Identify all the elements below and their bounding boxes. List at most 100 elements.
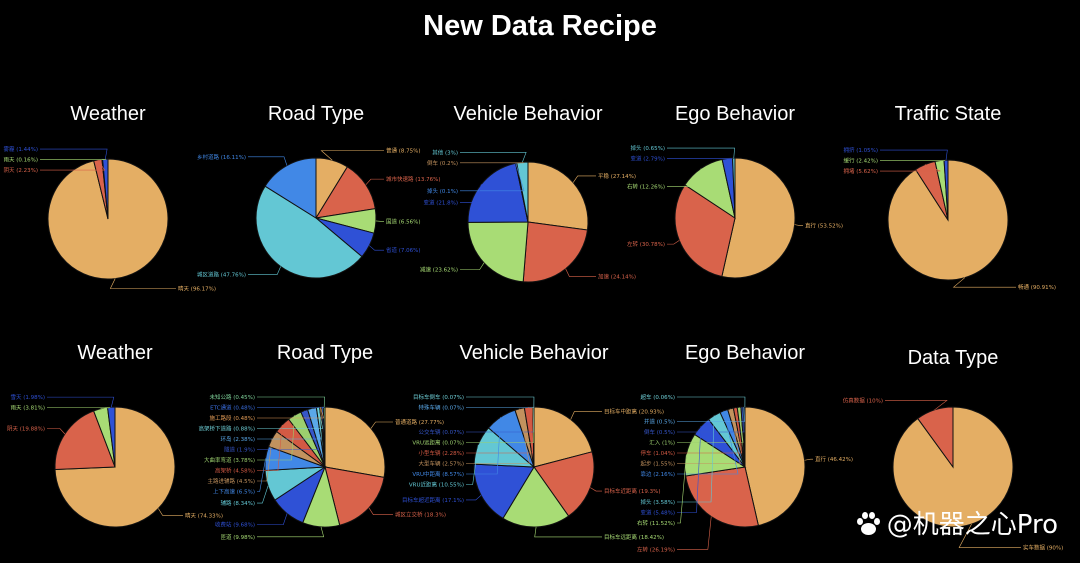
pie-chart: Road Type 普通 (8.75%) 城市快速路 (13.76%) 国道 (6.5…: [197, 103, 441, 279]
label-leader-line: [460, 184, 482, 203]
slice-label: 城市快速路 (13.76%): [386, 175, 441, 183]
label-leader-line: [880, 164, 941, 172]
slice-label: 超车 (0.06%): [640, 393, 675, 401]
slice-label: 目标车倒车 (0.07%): [413, 393, 464, 401]
label-leader-line: [590, 487, 602, 492]
label-leader-line: [47, 396, 115, 408]
slice-label: 变道 (5.48%): [640, 509, 675, 517]
slice-label: 雾霾 (1.44%): [3, 145, 38, 153]
label-leader-line: [677, 407, 743, 454]
slice-label: 普通道路 (27.77%): [395, 418, 444, 426]
slice-label: 直行 (46.42%): [815, 455, 853, 463]
label-leader-line: [257, 438, 273, 482]
chart-title: Road Type: [277, 342, 373, 364]
label-leader-line: [466, 407, 533, 454]
label-leader-line: [257, 415, 295, 461]
slice-label: 目标车超近距离 (17.1%): [402, 496, 464, 504]
slice-label: 左转 (26.19%): [637, 545, 675, 553]
slice-label: 右转 (12.26%): [627, 183, 665, 191]
label-leader-line: [466, 495, 482, 501]
slice-label: 掉头 (3.58%): [640, 498, 675, 506]
label-leader-line: [40, 148, 108, 160]
watermark: @机器之心Pro: [855, 504, 1058, 541]
label-leader-line: [368, 507, 393, 515]
slice-label: 收费站 (9.68%): [215, 521, 255, 529]
slice-label: 拥堵 (5.62%): [843, 167, 878, 175]
pie-slice: [522, 221, 589, 283]
slice-label: 匝道 (9.98%): [220, 533, 255, 541]
label-leader-line: [257, 513, 288, 526]
label-leader-line: [460, 152, 527, 163]
slice-label: 目标车近距离 (19.3%): [604, 487, 661, 495]
pie-slice: [685, 466, 759, 528]
slice-label: 目标车远距离 (18.42%): [604, 533, 664, 541]
label-leader-line: [952, 277, 1016, 288]
label-leader-line: [257, 407, 324, 419]
slice-label: 左转 (30.78%): [627, 240, 665, 248]
slice-label: 变道 (21.8%): [423, 199, 458, 207]
label-leader-line: [794, 224, 803, 227]
slice-label: 城区立交桥 (18.3%): [395, 511, 446, 519]
slice-label: 阴天 (2.23%): [3, 166, 38, 174]
label-leader-line: [677, 516, 712, 550]
slice-label: 停车 (1.04%): [640, 449, 675, 457]
chart-title: Vehicle Behavior: [460, 342, 609, 364]
label-leader-line: [248, 156, 288, 166]
slice-label: 省道 (7.06%): [386, 246, 421, 254]
label-leader-line: [47, 407, 111, 410]
paw-logo-icon: [855, 510, 881, 536]
slice-label: 倒车 (0.5%): [644, 428, 675, 436]
slice-label: 右转 (11.52%): [637, 519, 675, 527]
label-leader-line: [677, 396, 746, 408]
slice-label: 直行 (53.52%): [805, 222, 843, 230]
slice-label: 并道 (0.5%): [644, 418, 675, 426]
main-title: New Data Recipe: [423, 10, 657, 42]
slice-label: 雪天 (1.98%): [10, 394, 45, 401]
label-leader-line: [40, 159, 106, 171]
label-leader-line: [460, 163, 525, 192]
slice-label: 主路进辅路 (4.5%): [207, 477, 255, 485]
label-leader-line: [570, 411, 602, 420]
label-leader-line: [257, 458, 266, 492]
label-leader-line: [257, 396, 326, 408]
label-leader-line: [958, 523, 1021, 548]
pie-slice: [54, 410, 116, 471]
label-leader-line: [47, 428, 66, 435]
slice-label: 拥挤 (1.05%): [843, 146, 878, 154]
label-leader-line: [365, 178, 384, 185]
slice-label: 其他 (3%): [432, 148, 458, 156]
label-leader-line: [677, 406, 745, 422]
label-leader-line: [667, 240, 680, 245]
chart-title: Ego Behavior: [685, 342, 805, 364]
label-leader-line: [466, 396, 535, 408]
label-leader-line: [677, 407, 745, 433]
chart-title: Road Type: [268, 103, 364, 125]
pie-chart: Weather 晴天 (96.17%) 雾霾 (1.44%) 雨天 (0.16%) 阴天…: [3, 103, 216, 292]
label-leader-line: [677, 426, 702, 513]
label-leader-line: [804, 458, 813, 461]
slice-label: 上下高速 (6.5%): [213, 488, 255, 496]
slice-label: VRU近距离 (10.55%): [409, 481, 464, 489]
label-leader-line: [677, 408, 741, 464]
slice-label: 大曲率弯道 (3.78%): [204, 456, 255, 464]
pie-slice: [533, 406, 593, 468]
label-leader-line: [565, 268, 596, 277]
slice-label: 减速 (23.62%): [420, 266, 458, 274]
pie-chart: Ego Behavior 直行 (53.52%) 掉头 (0.65%) 变道 (2.7…: [627, 103, 843, 279]
slice-label: 汇入 (1%): [649, 439, 675, 447]
label-leader-line: [370, 421, 393, 429]
slice-label: 乡村道路 (16.11%): [197, 153, 246, 161]
slice-label: 实车数据 (90%): [1023, 544, 1063, 552]
label-leader-line: [677, 454, 687, 524]
label-leader-line: [257, 407, 324, 429]
label-leader-line: [257, 410, 319, 450]
slice-label: 公交车辆 (0.07%): [418, 428, 464, 436]
slice-label: 隧道 (1.9%): [224, 446, 255, 454]
pie-slice: [502, 466, 570, 528]
slice-label: 普通 (8.75%): [386, 147, 421, 155]
pie-slice: [721, 157, 796, 279]
label-leader-line: [248, 266, 281, 275]
pie-chart: Ego Behavior 直行 (46.42%) 超车 (0.06%) 并道 (0.5…: [637, 342, 853, 553]
slice-label: 目标车中距离 (20.93%): [604, 408, 664, 416]
chart-title: Ego Behavior: [675, 103, 795, 125]
